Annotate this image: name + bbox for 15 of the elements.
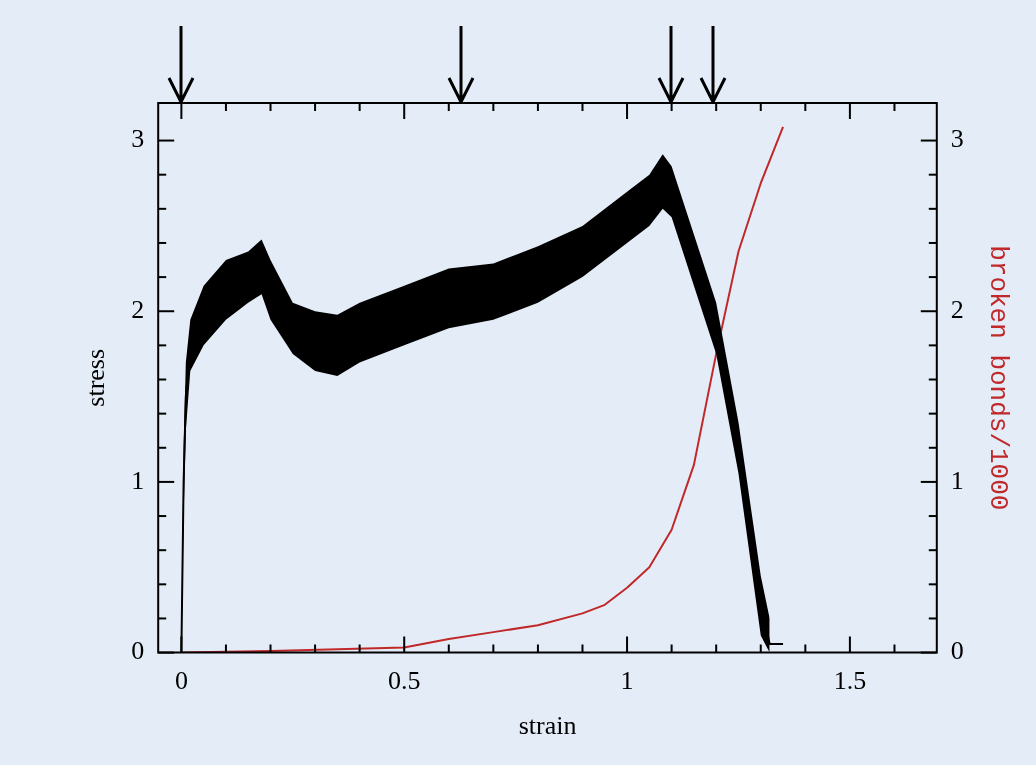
y-axis-title: stress (81, 348, 111, 407)
x-tick-label: 0.5 (387, 666, 421, 696)
y2-axis-title: broken bonds/1000 (982, 245, 1013, 511)
x-tick-label: 1 (620, 666, 634, 696)
x-tick-label: 1.5 (833, 666, 867, 696)
x-tick-label: 0 (174, 666, 188, 696)
y2-tick-label: 3 (950, 124, 964, 154)
y-tick-label: 1 (131, 465, 145, 495)
y-tick-label: 0 (131, 636, 145, 666)
y2-tick-label: 2 (950, 295, 964, 325)
y2-tick-label: 0 (950, 636, 964, 666)
y-tick-label: 2 (131, 295, 145, 325)
y2-tick-label: 1 (950, 465, 964, 495)
x-axis-title: strain (518, 711, 577, 741)
y-tick-label: 3 (131, 124, 145, 154)
